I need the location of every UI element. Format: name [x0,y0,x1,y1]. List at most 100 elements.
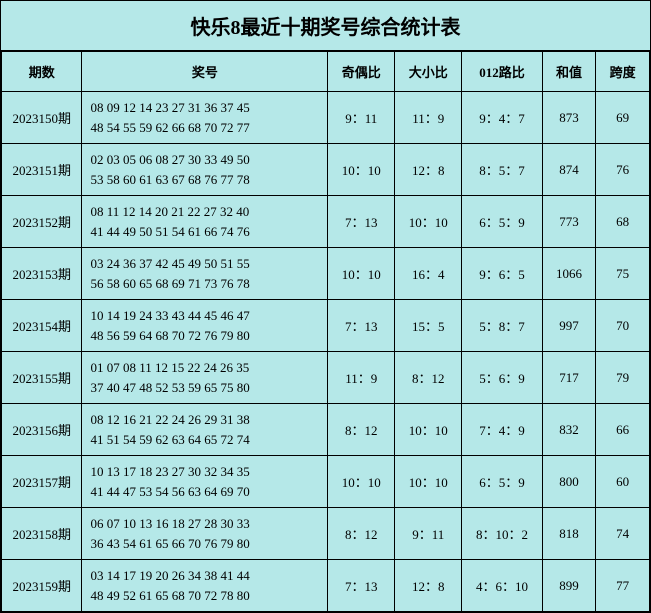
cell-period: 2023158期 [2,508,82,560]
cell-big-small: 10：10 [395,196,462,248]
table-row: 2023156期08 12 16 21 22 24 26 29 31 3841 … [2,404,650,456]
cell-period: 2023152期 [2,196,82,248]
cell-span: 60 [596,456,650,508]
cell-odd-even: 8：12 [328,508,395,560]
cell-sum: 899 [542,560,596,612]
cell-odd-even: 10：10 [328,248,395,300]
cell-sum: 773 [542,196,596,248]
cell-route012: 9：6：5 [462,248,542,300]
numbers-line2: 37 40 47 48 52 53 59 65 75 80 [90,378,323,398]
numbers-line2: 48 49 52 61 65 68 70 72 78 80 [90,586,323,606]
cell-numbers: 03 14 17 19 20 26 34 38 41 4448 49 52 61… [82,560,328,612]
cell-odd-even: 7：13 [328,560,395,612]
cell-sum: 800 [542,456,596,508]
cell-span: 68 [596,196,650,248]
numbers-line2: 53 58 60 61 63 67 68 76 77 78 [90,170,323,190]
numbers-line1: 10 13 17 18 23 27 30 32 34 35 [90,462,323,482]
cell-numbers: 06 07 10 13 16 18 27 28 30 3336 43 54 61… [82,508,328,560]
table-row: 2023159期03 14 17 19 20 26 34 38 41 4448 … [2,560,650,612]
cell-period: 2023151期 [2,144,82,196]
cell-sum: 717 [542,352,596,404]
cell-big-small: 10：10 [395,456,462,508]
cell-period: 2023156期 [2,404,82,456]
cell-big-small: 8：12 [395,352,462,404]
cell-span: 79 [596,352,650,404]
cell-numbers: 01 07 08 11 12 15 22 24 26 3537 40 47 48… [82,352,328,404]
cell-sum: 818 [542,508,596,560]
cell-big-small: 11：9 [395,92,462,144]
cell-route012: 7：4：9 [462,404,542,456]
numbers-line1: 08 09 12 14 23 27 31 36 37 45 [90,98,323,118]
cell-odd-even: 8：12 [328,404,395,456]
header-period: 期数 [2,52,82,92]
cell-span: 74 [596,508,650,560]
numbers-line1: 03 24 36 37 42 45 49 50 51 55 [90,254,323,274]
cell-span: 69 [596,92,650,144]
cell-odd-even: 9：11 [328,92,395,144]
table-body: 2023150期08 09 12 14 23 27 31 36 37 4548 … [2,92,650,612]
header-row: 期数 奖号 奇偶比 大小比 012路比 和值 跨度 [2,52,650,92]
cell-period: 2023150期 [2,92,82,144]
cell-big-small: 16：4 [395,248,462,300]
cell-sum: 832 [542,404,596,456]
numbers-line2: 36 43 54 61 65 66 70 76 79 80 [90,534,323,554]
cell-route012: 9：4：7 [462,92,542,144]
stats-table: 期数 奖号 奇偶比 大小比 012路比 和值 跨度 2023150期08 09 … [1,51,650,612]
cell-period: 2023153期 [2,248,82,300]
header-big-small: 大小比 [395,52,462,92]
numbers-line1: 10 14 19 24 33 43 44 45 46 47 [90,306,323,326]
numbers-line1: 08 11 12 14 20 21 22 27 32 40 [90,202,323,222]
numbers-line2: 56 58 60 65 68 69 71 73 76 78 [90,274,323,294]
table-title: 快乐8最近十期奖号综合统计表 [1,1,650,51]
cell-sum: 873 [542,92,596,144]
cell-odd-even: 10：10 [328,144,395,196]
cell-big-small: 9：11 [395,508,462,560]
cell-span: 76 [596,144,650,196]
cell-span: 75 [596,248,650,300]
cell-odd-even: 7：13 [328,196,395,248]
numbers-line2: 48 54 55 59 62 66 68 70 72 77 [90,118,323,138]
cell-odd-even: 11：9 [328,352,395,404]
table-row: 2023153期03 24 36 37 42 45 49 50 51 5556 … [2,248,650,300]
cell-period: 2023154期 [2,300,82,352]
cell-route012: 6：5：9 [462,196,542,248]
numbers-line2: 48 56 59 64 68 70 72 76 79 80 [90,326,323,346]
cell-numbers: 10 14 19 24 33 43 44 45 46 4748 56 59 64… [82,300,328,352]
cell-big-small: 15：5 [395,300,462,352]
table-row: 2023154期10 14 19 24 33 43 44 45 46 4748 … [2,300,650,352]
numbers-line1: 01 07 08 11 12 15 22 24 26 35 [90,358,323,378]
cell-period: 2023159期 [2,560,82,612]
cell-span: 70 [596,300,650,352]
numbers-line1: 03 14 17 19 20 26 34 38 41 44 [90,566,323,586]
table-row: 2023155期01 07 08 11 12 15 22 24 26 3537 … [2,352,650,404]
cell-span: 77 [596,560,650,612]
header-span: 跨度 [596,52,650,92]
header-numbers: 奖号 [82,52,328,92]
cell-route012: 8：5：7 [462,144,542,196]
cell-numbers: 03 24 36 37 42 45 49 50 51 5556 58 60 65… [82,248,328,300]
header-odd-even: 奇偶比 [328,52,395,92]
numbers-line2: 41 44 47 53 54 56 63 64 69 70 [90,482,323,502]
cell-numbers: 02 03 05 06 08 27 30 33 49 5053 58 60 61… [82,144,328,196]
header-sum: 和值 [542,52,596,92]
numbers-line2: 41 44 49 50 51 54 61 66 74 76 [90,222,323,242]
cell-numbers: 10 13 17 18 23 27 30 32 34 3541 44 47 53… [82,456,328,508]
table-row: 2023151期02 03 05 06 08 27 30 33 49 5053 … [2,144,650,196]
cell-route012: 8：10：2 [462,508,542,560]
cell-sum: 874 [542,144,596,196]
numbers-line2: 41 51 54 59 62 63 64 65 72 74 [90,430,323,450]
cell-numbers: 08 09 12 14 23 27 31 36 37 4548 54 55 59… [82,92,328,144]
stats-table-container: 快乐8最近十期奖号综合统计表 期数 奖号 奇偶比 大小比 012路比 和值 跨度… [0,0,651,613]
cell-period: 2023155期 [2,352,82,404]
cell-route012: 5：8：7 [462,300,542,352]
cell-span: 66 [596,404,650,456]
cell-route012: 4：6：10 [462,560,542,612]
table-row: 2023150期08 09 12 14 23 27 31 36 37 4548 … [2,92,650,144]
cell-big-small: 12：8 [395,560,462,612]
header-012: 012路比 [462,52,542,92]
table-row: 2023157期10 13 17 18 23 27 30 32 34 3541 … [2,456,650,508]
cell-big-small: 10：10 [395,404,462,456]
cell-sum: 1066 [542,248,596,300]
cell-numbers: 08 12 16 21 22 24 26 29 31 3841 51 54 59… [82,404,328,456]
numbers-line1: 02 03 05 06 08 27 30 33 49 50 [90,150,323,170]
